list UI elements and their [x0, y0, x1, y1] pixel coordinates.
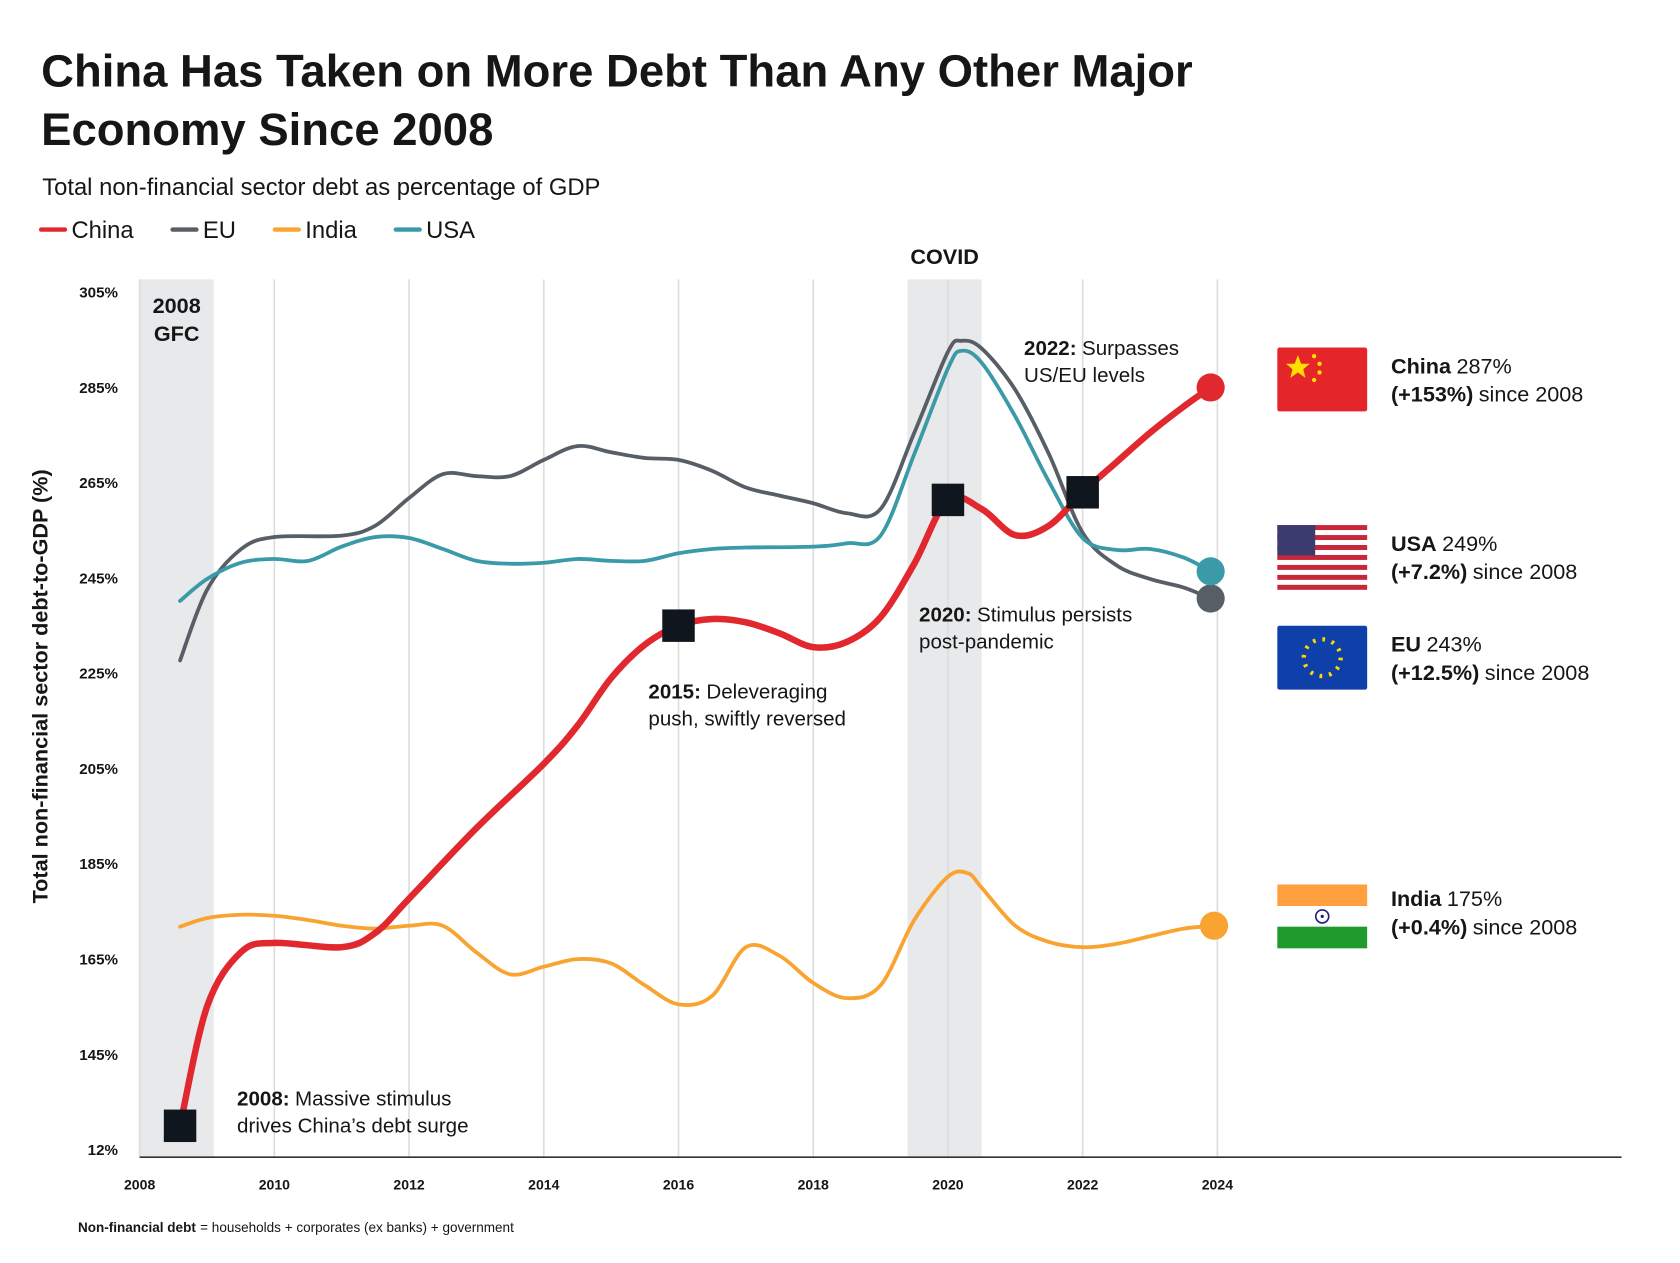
flag-usa [1277, 525, 1368, 591]
summary-value: 287% [1456, 354, 1511, 379]
x-tick-label: 2018 [798, 1177, 829, 1193]
shaded-band [139, 279, 214, 1158]
summary-line: USA 249% [1391, 531, 1497, 556]
band-label: 2008 [153, 293, 201, 318]
y-tick-label: 145% [79, 1047, 118, 1064]
y-tick-label: 205% [79, 761, 118, 778]
summary-suffix: since 2008 [1485, 660, 1590, 685]
annotation-text: Surpasses [1082, 337, 1179, 360]
chart-title: Economy Since 2008 [41, 104, 493, 155]
milestone-marker [931, 483, 965, 517]
annotation: 2022: Surpasses US/EU levels [1024, 337, 1179, 387]
annotation-lead: 2015: [648, 680, 701, 703]
y-tick-label: 165% [79, 952, 118, 969]
flag-china [1277, 347, 1368, 412]
annotation-text: Deleveraging [706, 680, 827, 703]
legend-label: China [71, 217, 134, 244]
y-axis-label: Total non-financial sector debt-to-GDP (… [28, 469, 53, 903]
band-label: GFC [154, 321, 200, 346]
y-tick-label: 225% [79, 666, 118, 683]
band-label: COVID [910, 244, 978, 269]
summary-suffix: since 2008 [1479, 382, 1584, 407]
summary-line: EU 243% [1391, 632, 1482, 657]
annotation-lead: 2022: [1024, 337, 1077, 360]
y-tick-label: 265% [79, 475, 118, 492]
flag-india [1277, 884, 1368, 949]
y-tick-label: 305% [79, 285, 118, 302]
summary-value: 249% [1442, 531, 1497, 556]
x-tick-label: 2024 [1202, 1177, 1233, 1193]
annotation: 2015: Deleveraging push, swiftly reversed [648, 680, 846, 730]
y-tick-label: 285% [79, 380, 118, 397]
summary-line: (+153%) since 2008 [1391, 382, 1583, 407]
y-tick-label: 245% [79, 570, 118, 587]
legend-label: USA [426, 217, 475, 244]
summary-line: China 287% [1391, 354, 1512, 379]
summary-line: (+0.4%) since 2008 [1391, 914, 1577, 939]
summary-name: China [1391, 354, 1452, 379]
summary-line: (+7.2%) since 2008 [1391, 559, 1577, 584]
summary-line: India 175% [1391, 886, 1502, 911]
annotation-lead: 2008: [237, 1087, 290, 1110]
flag-eu [1277, 625, 1368, 690]
x-tick-label: 2012 [393, 1177, 424, 1193]
annotation: 2020: Stimulus persists post-pandemic [919, 603, 1132, 653]
footnote-bold: Non-financial debt [78, 1220, 196, 1235]
summary-line: (+12.5%) since 2008 [1391, 660, 1589, 685]
annotation-text: post-pandemic [919, 630, 1054, 653]
end-marker [1199, 911, 1229, 940]
annotation: 2008: Massive stimulus drives China’s debt… [237, 1087, 468, 1137]
x-tick-label: 2016 [663, 1177, 694, 1193]
series-line [178, 348, 1213, 603]
y-tick-label: 12% [88, 1142, 119, 1159]
series-line [178, 338, 1213, 663]
legend-label: EU [203, 217, 236, 244]
summary-change: (+153%) [1391, 382, 1473, 407]
y-tick-label: 185% [79, 856, 118, 873]
footnote: Non-financial debt = households + corpora… [78, 1220, 514, 1235]
summary-suffix: since 2008 [1473, 914, 1578, 939]
annotation-text: Stimulus persists [977, 603, 1132, 626]
annotation-text: push, swiftly reversed [648, 707, 846, 730]
summary-name: USA [1391, 531, 1437, 556]
legend-label: India [305, 217, 357, 244]
end-marker [1196, 557, 1225, 586]
annotation-text: drives China’s debt surge [237, 1114, 468, 1137]
annotation-text: US/EU levels [1024, 364, 1145, 387]
x-tick-label: 2010 [259, 1177, 290, 1193]
series-line [178, 869, 1216, 1007]
shaded-band [907, 279, 982, 1158]
milestone-marker [1066, 476, 1099, 509]
summary-name: India [1391, 886, 1442, 911]
chart-title: China Has Taken on More Debt Than Any Ot… [41, 46, 1193, 97]
milestone-marker [163, 1109, 197, 1143]
end-marker [1196, 373, 1225, 402]
annotation-text: Massive stimulus [295, 1087, 451, 1110]
chart-subtitle: Total non-financial sector debt as perce… [42, 174, 600, 201]
annotation-lead: 2020: [919, 603, 972, 626]
series-line [176, 384, 1214, 1130]
x-tick-label: 2014 [528, 1177, 559, 1193]
summary-value: 243% [1426, 632, 1481, 657]
summary-value: 175% [1447, 886, 1502, 911]
footnote-text: = households + corporates (ex banks) + g… [200, 1220, 514, 1235]
milestone-marker [662, 609, 695, 642]
summary-change: (+12.5%) [1391, 660, 1479, 685]
summary-change: (+7.2%) [1391, 559, 1467, 584]
summary-change: (+0.4%) [1391, 914, 1467, 939]
x-tick-label: 2020 [932, 1177, 963, 1193]
summary-name: EU [1391, 632, 1421, 657]
summary-suffix: since 2008 [1473, 559, 1578, 584]
end-marker [1196, 584, 1225, 613]
x-tick-label: 2022 [1067, 1177, 1098, 1193]
x-tick-label: 2008 [124, 1177, 155, 1193]
